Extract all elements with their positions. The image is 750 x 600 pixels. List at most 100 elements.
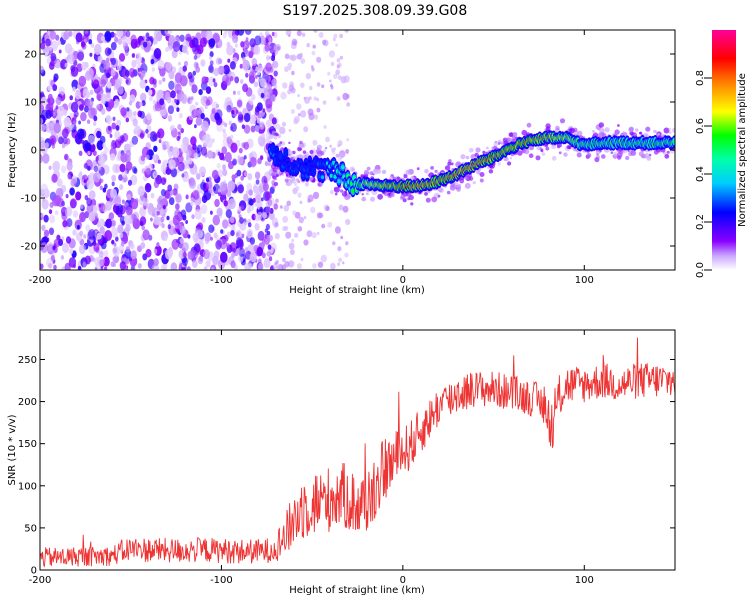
noise-blob (150, 217, 153, 222)
noise-blob (45, 38, 51, 47)
noise-blob (104, 92, 112, 102)
noise-blob (153, 258, 159, 266)
noise-blob (115, 164, 122, 173)
ridge-halo-blob (339, 189, 344, 193)
noise-blob (339, 55, 343, 60)
noise-blob (222, 168, 228, 177)
noise-blob (55, 96, 62, 106)
noise-blob (195, 116, 203, 126)
noise-blob (108, 212, 115, 221)
noise-blob (111, 181, 115, 187)
noise-blob (110, 142, 116, 150)
ridge-halo-blob (512, 132, 518, 137)
noise-blob (86, 203, 94, 214)
ridge-core (341, 165, 345, 170)
ridge-core (283, 151, 288, 155)
noise-blob (205, 99, 211, 106)
noise-blob (251, 93, 256, 101)
noise-blob (195, 101, 199, 106)
noise-blob (222, 128, 226, 134)
x-tick-label: 0 (400, 275, 406, 286)
noise-blob (255, 179, 260, 185)
noise-blob (74, 133, 83, 145)
noise-blob (244, 247, 249, 252)
noise-blob (153, 180, 160, 189)
noise-blob (259, 138, 263, 144)
noise-blob (249, 156, 257, 168)
noise-blob (40, 155, 43, 161)
noise-blob (273, 123, 277, 129)
ridge-halo-blob (508, 132, 514, 138)
noise-blob (318, 32, 324, 38)
noise-blob (75, 32, 83, 43)
noise-blob (270, 55, 276, 62)
ridge-halo-blob (575, 149, 579, 153)
noise-blob (119, 135, 125, 144)
noise-blob (168, 197, 175, 206)
noise-blob (273, 203, 279, 210)
noise-blob (145, 183, 150, 190)
noise-blob (290, 109, 295, 114)
noise-blob (103, 146, 109, 154)
noise-blob (272, 262, 280, 270)
noise-blob (338, 257, 343, 263)
noise-blob (269, 56, 272, 60)
noise-blob (288, 54, 294, 61)
noise-blob (139, 132, 145, 139)
noise-blob (103, 60, 111, 71)
noise-blob (121, 199, 125, 204)
noise-blob (194, 124, 197, 129)
noise-blob (94, 267, 98, 270)
ridge-halo-blob (297, 180, 301, 184)
noise-blob (237, 30, 245, 36)
noise-blob (224, 97, 232, 108)
x-tick-label: -100 (210, 575, 233, 586)
ridge-core (351, 189, 355, 194)
noise-blob (194, 209, 202, 220)
noise-blob (102, 237, 106, 242)
noise-blob (152, 78, 157, 85)
noise-blob (117, 77, 123, 86)
noise-blob (274, 232, 280, 240)
ridge-halo-blob (438, 187, 444, 193)
noise-blob (240, 41, 245, 48)
ridge-halo-blob (576, 152, 582, 158)
noise-blob (97, 255, 105, 267)
y-tick-label: 250 (18, 355, 37, 366)
noise-blob (166, 96, 172, 104)
ridge-halo-blob (369, 196, 376, 202)
noise-blob (312, 44, 316, 49)
noise-blob (220, 229, 224, 234)
noise-blob (164, 235, 168, 241)
noise-blob (280, 91, 287, 100)
noise-blob (260, 78, 267, 88)
noise-blob (131, 213, 135, 219)
noise-blob (119, 232, 124, 239)
noise-blob (106, 81, 112, 89)
noise-blob (204, 237, 210, 245)
noise-blob (94, 43, 102, 56)
noise-blob (166, 215, 170, 221)
noise-blob (134, 198, 139, 204)
noise-blob (230, 142, 238, 153)
noise-blob (269, 211, 275, 221)
noise-blob (190, 197, 195, 203)
noise-blob (145, 248, 152, 258)
noise-blob (207, 150, 213, 159)
noise-blob (189, 99, 193, 104)
noise-blob (283, 204, 290, 212)
noise-blob (75, 191, 82, 201)
noise-blob (87, 150, 91, 156)
ridge-halo-blob (625, 155, 630, 161)
noise-blob (96, 105, 100, 111)
noise-blob (243, 124, 251, 134)
noise-blob (325, 136, 330, 143)
noise-blob (139, 111, 145, 119)
noise-blob (51, 173, 58, 183)
noise-blob (325, 205, 330, 211)
ridge-halo-blob (592, 132, 599, 138)
noise-blob (50, 53, 57, 62)
noise-blob (297, 226, 303, 232)
ridge-halo-blob (472, 181, 476, 185)
noise-blob (116, 64, 122, 71)
